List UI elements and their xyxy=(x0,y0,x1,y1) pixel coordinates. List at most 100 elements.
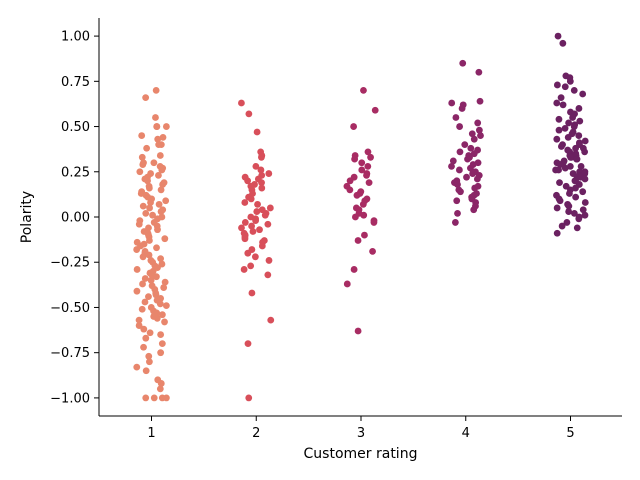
data-point xyxy=(553,99,561,107)
data-point xyxy=(554,32,562,40)
data-point xyxy=(248,222,256,230)
data-point xyxy=(154,135,162,143)
y-ticks: −1.00 −0.75 −0.50 −0.25 0.00 0.25 0.50 0.75 1.00 xyxy=(50,30,99,406)
data-point xyxy=(566,77,574,85)
data-point xyxy=(469,170,477,177)
data-point xyxy=(573,224,581,232)
data-point xyxy=(553,229,561,237)
data-point xyxy=(258,242,266,250)
data-point xyxy=(248,289,256,297)
data-point xyxy=(458,105,466,112)
data-point xyxy=(153,314,161,322)
data-point xyxy=(577,162,585,170)
data-point xyxy=(146,204,153,212)
data-point xyxy=(572,144,579,152)
data-point xyxy=(448,99,456,107)
data-point xyxy=(136,168,144,176)
data-point xyxy=(459,59,467,67)
data-point xyxy=(138,132,146,139)
data-point xyxy=(464,155,471,163)
data-point xyxy=(162,302,170,310)
data-point xyxy=(575,215,583,223)
data-point xyxy=(470,135,478,143)
data-point xyxy=(153,123,161,130)
data-point xyxy=(146,237,153,244)
data-point xyxy=(244,340,252,348)
data-point xyxy=(555,166,562,174)
data-point xyxy=(154,226,161,234)
x-tick-label: 3 xyxy=(357,426,365,441)
data-point xyxy=(467,144,475,152)
data-point xyxy=(359,200,367,208)
data-point xyxy=(581,211,589,219)
data-point xyxy=(156,385,164,393)
data-point xyxy=(157,186,165,194)
data-point xyxy=(257,166,265,174)
data-point xyxy=(155,171,162,179)
data-point xyxy=(350,123,358,130)
data-point xyxy=(238,224,245,232)
data-point xyxy=(570,209,578,217)
data-point xyxy=(473,175,481,183)
data-point xyxy=(561,164,569,172)
data-point xyxy=(553,204,561,212)
data-point xyxy=(252,217,260,225)
data-point xyxy=(240,266,248,273)
data-point xyxy=(350,266,358,273)
data-point xyxy=(360,211,368,219)
data-point xyxy=(244,249,252,257)
data-point xyxy=(249,228,257,235)
data-point xyxy=(238,99,245,107)
data-point xyxy=(477,132,484,139)
data-point xyxy=(558,222,566,230)
data-point xyxy=(343,280,351,288)
data-point xyxy=(474,119,482,127)
data-point xyxy=(161,318,168,326)
data-point xyxy=(454,181,461,188)
data-point xyxy=(147,199,154,206)
data-point xyxy=(579,90,587,98)
data-point xyxy=(153,273,160,281)
data-point xyxy=(133,363,141,371)
data-point xyxy=(572,184,579,192)
data-point xyxy=(468,130,476,138)
data-point xyxy=(361,231,368,239)
data-point xyxy=(252,162,260,170)
data-point xyxy=(245,110,253,118)
data-point xyxy=(152,114,159,121)
data-point xyxy=(157,349,165,357)
y-tick-label: 0.75 xyxy=(61,75,90,90)
data-point xyxy=(456,123,463,130)
data-point xyxy=(561,124,569,132)
data-point xyxy=(553,81,561,89)
data-point xyxy=(453,197,461,205)
x-axis-label: Customer rating xyxy=(304,446,418,462)
data-point xyxy=(156,152,164,159)
data-point xyxy=(365,179,373,187)
data-point xyxy=(579,188,587,196)
y-tick-label: 0.50 xyxy=(61,120,90,135)
data-point xyxy=(353,191,361,199)
data-point xyxy=(364,162,372,170)
data-point xyxy=(157,208,165,215)
data-point xyxy=(157,331,165,338)
data-point xyxy=(258,179,265,187)
x-ticks: 1 2 3 4 5 xyxy=(147,416,575,441)
data-point xyxy=(454,209,461,217)
data-point xyxy=(265,257,273,264)
data-point xyxy=(581,137,589,145)
data-point xyxy=(133,266,141,273)
data-point xyxy=(557,94,565,101)
data-point xyxy=(346,177,354,185)
y-tick-label: −0.75 xyxy=(50,346,90,361)
data-point xyxy=(152,86,160,94)
data-point xyxy=(476,97,484,105)
data-point xyxy=(139,253,147,261)
data-point xyxy=(147,276,155,284)
data-point xyxy=(258,184,266,192)
points-layer xyxy=(133,32,589,402)
data-point xyxy=(140,325,148,333)
data-point xyxy=(567,153,575,161)
data-point xyxy=(161,278,169,286)
y-tick-label: 0.25 xyxy=(61,165,90,180)
